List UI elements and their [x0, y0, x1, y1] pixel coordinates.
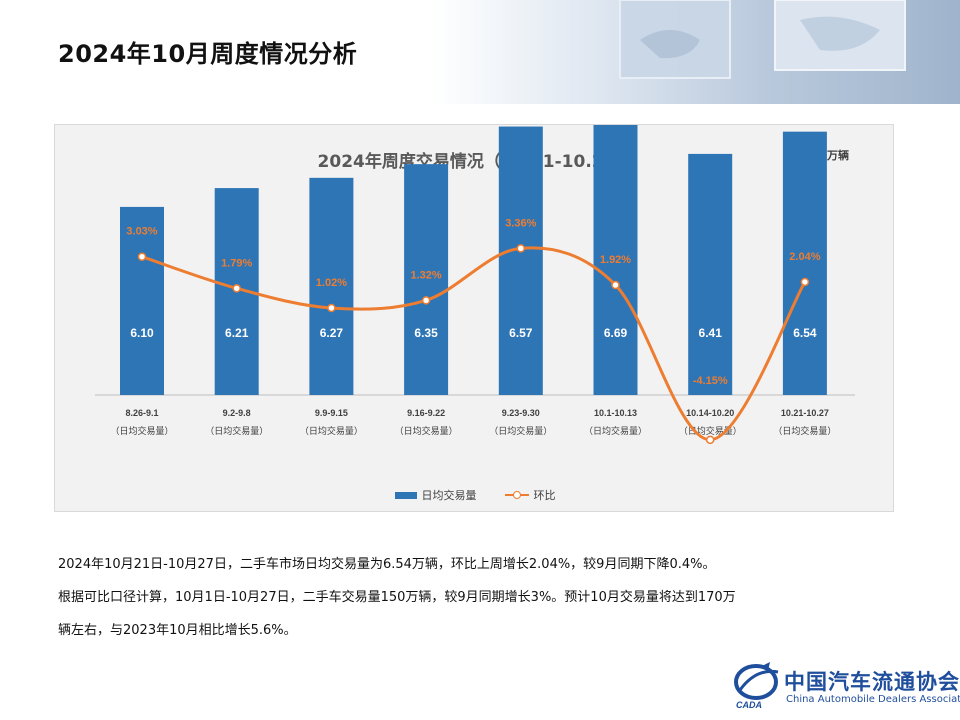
mom-point — [421, 296, 431, 305]
x-tick-label: 10.1-10.13 — [594, 408, 637, 418]
x-tick-sublabel: （日均交易量） — [205, 425, 268, 437]
x-tick-label: 9.9-9.15 — [315, 408, 348, 418]
mom-point — [232, 284, 241, 293]
mom-point — [516, 244, 526, 253]
mom-value-label: 1.32% — [410, 269, 441, 281]
mom-point — [705, 435, 715, 445]
bar-value-label: 6.10 — [130, 326, 154, 340]
mom-value-label: -4.15% — [693, 375, 728, 387]
bar-value-label: 6.21 — [225, 326, 249, 340]
legend-bar-swatch — [394, 491, 417, 499]
mom-value-label: 1.92% — [600, 254, 631, 266]
cada-logo: CADA 中国汽车流通协会 China Automobile Dealers A… — [734, 660, 960, 712]
mom-point — [611, 280, 620, 290]
summary-line-1: 2024年10月21日-10月27日，二手车市场日均交易量为6.54万辆，环比上… — [58, 557, 716, 572]
mom-point — [137, 252, 147, 261]
header-banner: 2024年10月周度情况分析 — [0, 0, 960, 104]
bar-value-label: 6.57 — [509, 326, 533, 340]
bar-6 — [593, 125, 638, 395]
summary-line-3: 辆左右，与2023年10月相比增长5.6%。 — [58, 623, 297, 638]
legend-item-bar: 日均交易量 — [394, 487, 477, 503]
x-tick-label: 10.14-10.20 — [686, 408, 734, 418]
bar-4 — [404, 164, 449, 395]
logo-english-name: China Automobile Dealers Association — [786, 694, 960, 705]
bar-value-label: 6.41 — [699, 326, 723, 340]
mom-point — [800, 277, 810, 287]
x-tick-sublabel: （日均交易量） — [300, 425, 363, 437]
logo-chinese-name: 中国汽车流通协会 — [784, 669, 960, 694]
x-tick-label: 8.26-9.1 — [125, 408, 158, 418]
x-tick-label: 9.2-9.8 — [223, 408, 251, 418]
header-decoration — [619, 0, 906, 79]
bar-value-label: 6.27 — [320, 326, 344, 340]
legend-bar-label: 日均交易量 — [421, 489, 477, 502]
legend-item-line: 环比 — [504, 487, 556, 503]
x-tick-sublabel: （日均交易量） — [395, 425, 458, 437]
page-title: 2024年10月周度情况分析 — [58, 40, 358, 68]
bar-5 — [498, 126, 543, 395]
summary-line-2: 根据可比口径计算，10月1日-10月27日，二手车交易量150万辆，较9月同期增… — [58, 590, 736, 605]
bar-value-label: 6.69 — [604, 326, 628, 340]
chart-panel: 2024年周度交易情况（10.21-10.27） 单位：万辆 6.108.26-… — [54, 124, 894, 512]
x-tick-sublabel: （日均交易量） — [679, 425, 742, 437]
mom-value-label: 1.02% — [316, 277, 347, 289]
svg-text:CADA: CADA — [736, 700, 762, 710]
legend-line-swatch — [504, 491, 529, 499]
x-tick-label: 9.23-9.30 — [502, 408, 540, 418]
x-tick-sublabel: （日均交易量） — [584, 425, 647, 437]
bar-3 — [309, 177, 354, 395]
cada-logo-icon: CADA — [734, 662, 779, 710]
legend-line-label: 环比 — [533, 489, 556, 502]
x-tick-sublabel: （日均交易量） — [110, 425, 173, 437]
mom-value-label: 1.79% — [221, 257, 252, 269]
summary-text: 2024年10月21日-10月27日，二手车市场日均交易量为6.54万辆，环比上… — [58, 548, 908, 647]
chart-legend: 日均交易量 环比 — [55, 487, 895, 503]
bar-value-label: 6.35 — [414, 326, 438, 340]
bar-7 — [688, 153, 733, 395]
chart-plot: 6.10 8.26-9.1 （日均交易量） 6.21 9.2-9.8 （日均交易量） 6.2… — [95, 125, 855, 445]
chart-title: 2024年周度交易情况（10.21-10.27） — [317, 152, 633, 172]
x-tick-sublabel: （日均交易量） — [773, 425, 836, 437]
bar-value-label: 6.54 — [793, 326, 817, 340]
mom-value-label: 2.04% — [789, 251, 820, 263]
mom-value-label: 3.36% — [505, 217, 536, 229]
x-tick-label: 9.16-9.22 — [407, 408, 445, 418]
x-tick-sublabel: （日均交易量） — [489, 425, 552, 437]
x-tick-label: 10.21-10.27 — [781, 408, 829, 418]
bar-1 — [120, 206, 164, 395]
mom-point — [327, 303, 336, 313]
mom-value-label: 3.03% — [126, 226, 157, 238]
bar-8 — [782, 131, 827, 395]
